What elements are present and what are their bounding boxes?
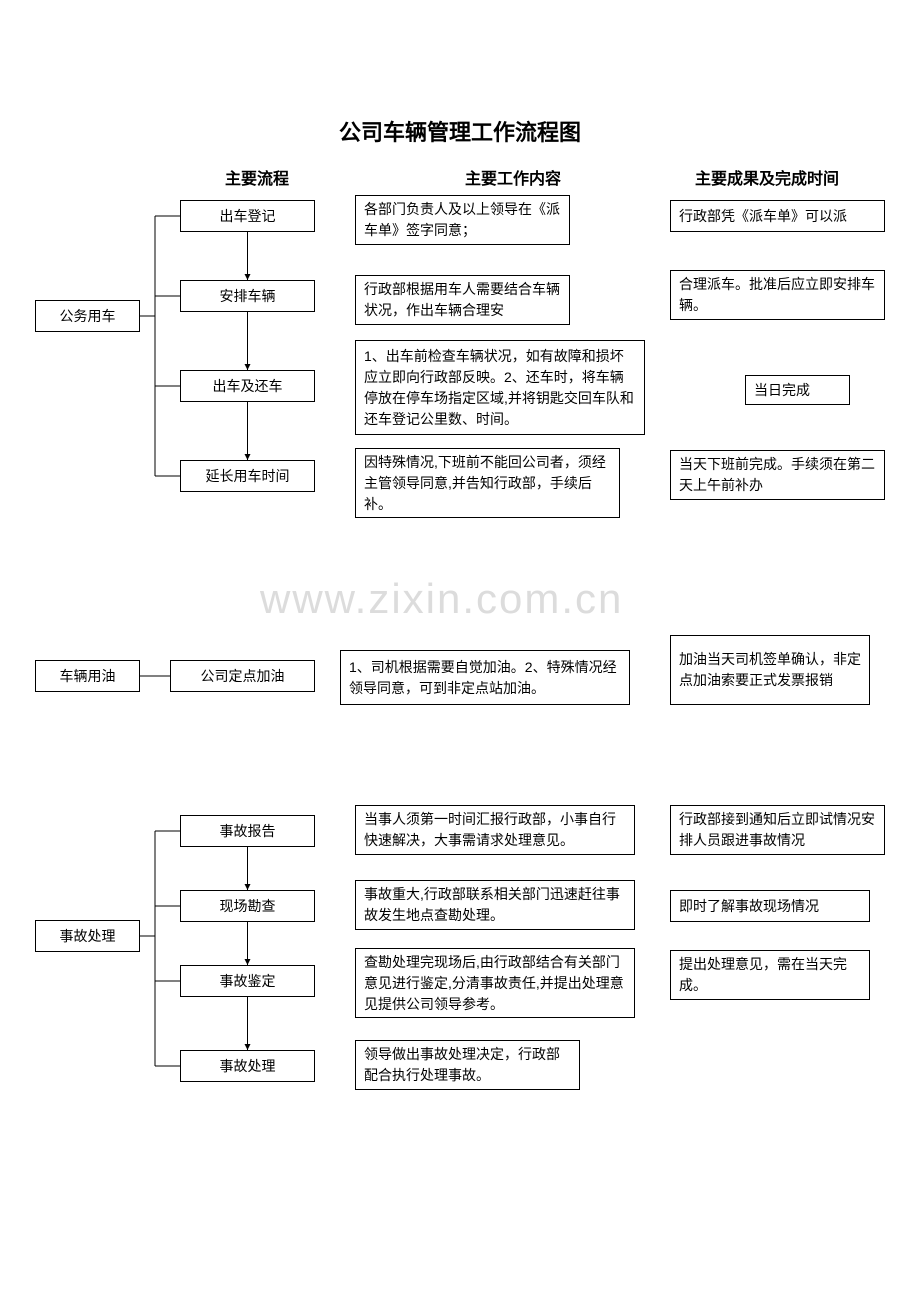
section1-result-1: 合理派车。批准后应立即安排车辆。 <box>670 270 885 320</box>
section2-step: 公司定点加油 <box>170 660 315 692</box>
section1-step-3: 延长用车时间 <box>180 460 315 492</box>
section1-result-2: 当日完成 <box>745 375 850 405</box>
section1-content-1: 行政部根据用车人需要结合车辆状况，作出车辆合理安 <box>355 275 570 325</box>
section3-step-0: 事故报告 <box>180 815 315 847</box>
section1-step-2: 出车及还车 <box>180 370 315 402</box>
col-header-result: 主要成果及完成时间 <box>695 165 839 189</box>
section2-result: 加油当天司机签单确认，非定点加油索要正式发票报销 <box>670 635 870 705</box>
section1-content-3: 因特殊情况,下班前不能回公司者，须经主管领导同意,并告知行政部，手续后补。 <box>355 448 620 518</box>
section1-result-3: 当天下班前完成。手续须在第二天上午前补办 <box>670 450 885 500</box>
section3-result-0: 行政部接到通知后立即试情况安排人员跟进事故情况 <box>670 805 885 855</box>
watermark-text: www.zixin.com.cn <box>260 575 623 623</box>
section3-content-1: 事故重大,行政部联系相关部门迅速赶往事故发生地点查勘处理。 <box>355 880 635 930</box>
section1-step-1: 安排车辆 <box>180 280 315 312</box>
section3-root: 事故处理 <box>35 920 140 952</box>
page-title: 公司车辆管理工作流程图 <box>0 115 920 147</box>
section1-content-2: 1、出车前检查车辆状况，如有故障和损坏应立即向行政部反映。2、还车时，将车辆停放… <box>355 340 645 435</box>
section3-step-3: 事故处理 <box>180 1050 315 1082</box>
section2-content: 1、司机根据需要自觉加油。2、特殊情况经领导同意，可到非定点站加油。 <box>340 650 630 705</box>
section3-content-0: 当事人须第一时间汇报行政部，小事自行快速解决，大事需请求处理意见。 <box>355 805 635 855</box>
col-header-process: 主要流程 <box>225 165 289 189</box>
section3-content-3: 领导做出事故处理决定，行政部配合执行处理事故。 <box>355 1040 580 1090</box>
section3-result-2: 提出处理意见，需在当天完成。 <box>670 950 870 1000</box>
section3-result-1: 即时了解事故现场情况 <box>670 890 870 922</box>
section3-content-2: 查勘处理完现场后,由行政部结合有关部门意见进行鉴定,分清事故责任,并提出处理意见… <box>355 948 635 1018</box>
col-header-content: 主要工作内容 <box>465 165 561 189</box>
section3-step-1: 现场勘查 <box>180 890 315 922</box>
section2-root: 车辆用油 <box>35 660 140 692</box>
section1-content-0: 各部门负责人及以上领导在《派车单》签字同意； <box>355 195 570 245</box>
section3-step-2: 事故鉴定 <box>180 965 315 997</box>
section1-result-0: 行政部凭《派车单》可以派 <box>670 200 885 232</box>
section1-step-0: 出车登记 <box>180 200 315 232</box>
section1-root: 公务用车 <box>35 300 140 332</box>
